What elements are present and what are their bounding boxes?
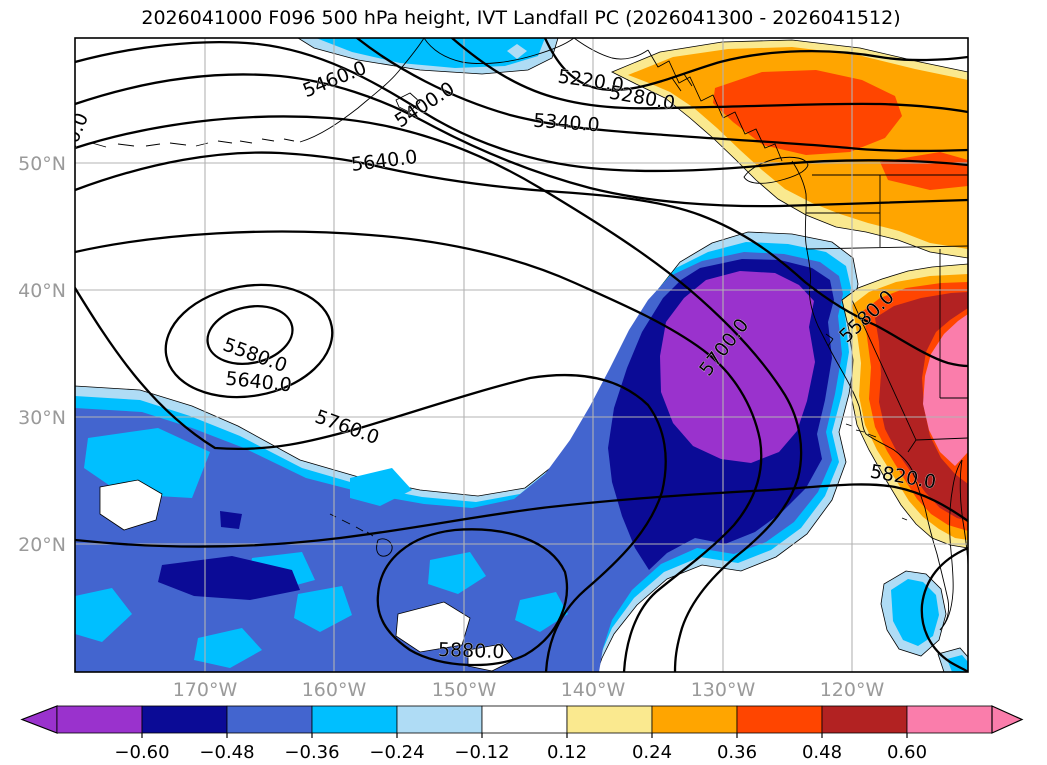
figure-title: 2026041000 F096 500 hPa height, IVT Land…	[141, 7, 900, 29]
height-contour	[450, 38, 968, 114]
colorbar-segment	[566, 705, 653, 734]
contour-label: 5340.0	[532, 110, 600, 137]
colorbar-segment	[906, 705, 993, 734]
height-contour	[75, 40, 968, 173]
lat-tick-label: 40°N	[18, 280, 66, 302]
fill-neg-purple	[660, 271, 815, 463]
colorbar-tick-label: −0.24	[369, 742, 424, 763]
colorbar-segment	[141, 705, 228, 734]
height-contour	[75, 483, 968, 548]
colorbar-tick-label: −0.36	[284, 742, 339, 763]
colorbar-segment	[736, 705, 823, 734]
coastline-path	[743, 156, 809, 184]
coastline-path	[91, 138, 295, 148]
coastline-path	[791, 160, 950, 631]
contour-label: 5760.0	[312, 406, 382, 449]
fill-white-hole	[395, 601, 471, 653]
lon-tick-label: 120°W	[820, 679, 885, 701]
fill-navy-blob	[158, 556, 300, 600]
coastline-path	[939, 459, 963, 631]
colorbar-segment	[651, 705, 738, 734]
lat-tick-label: 20°N	[18, 534, 66, 556]
height-contour	[75, 286, 667, 672]
colorbar: −0.60 −0.48 −0.36 −0.24 −0.12 0.12 0.24 0.36 0.4…	[20, 705, 1024, 763]
colorbar-tick-label: −0.60	[114, 742, 169, 763]
fill-cyan-patch	[84, 428, 210, 498]
colorbar-tick-label: −0.12	[454, 742, 509, 763]
coastline-path	[329, 513, 374, 537]
height-contour	[75, 115, 803, 672]
contour-label: 5640.0	[350, 146, 419, 176]
fill-navy-blob	[220, 511, 242, 529]
colorbar-tick-label: 0.12	[547, 742, 587, 763]
axis-tick-labels: 50°N 40°N 30°N 20°N 170°W 160°W 150°W 140°W 130°…	[18, 153, 884, 701]
colorbar-right-arrow	[991, 705, 1024, 734]
lat-tick-label: 30°N	[18, 407, 66, 429]
lon-tick-label: 170°W	[173, 679, 238, 701]
height-contour-low-outer	[164, 283, 334, 399]
coastline-path	[573, 38, 649, 60]
fill-cyan-patch	[75, 588, 132, 642]
fill-pos-pink-ca	[923, 314, 968, 466]
fill-cyan-patch	[194, 628, 262, 668]
fill-cyan-patch	[515, 592, 568, 632]
fill-white-hole	[99, 479, 163, 531]
fill-top-cyan	[316, 38, 545, 68]
coastline-path	[805, 245, 968, 250]
coastline-path	[845, 423, 877, 438]
filled-contours	[75, 38, 968, 672]
lon-tick-label: 130°W	[691, 679, 756, 701]
lon-tick-label: 160°W	[302, 679, 367, 701]
height-contour	[355, 38, 968, 153]
height-contour	[376, 528, 569, 667]
height-contour	[75, 230, 763, 672]
coastline-path	[671, 73, 693, 92]
lon-tick-label: 140°W	[561, 679, 626, 701]
height-contour-low-inner	[206, 305, 294, 365]
colorbar-tick-label: 0.48	[802, 742, 842, 763]
colorbar-segment	[396, 705, 483, 734]
contour-label: 5400.0	[391, 78, 459, 133]
height-contour	[75, 151, 968, 368]
contour-label: 5880.0	[438, 639, 505, 663]
coastline-path	[299, 38, 425, 143]
height-contour	[920, 546, 968, 672]
colorbar-segment	[821, 705, 908, 734]
fill-top-diamond	[507, 44, 527, 59]
coastline-path	[915, 437, 968, 441]
map-frame	[74, 37, 969, 673]
fill-pos-orangered-bc	[713, 70, 902, 155]
fill-pos-darkred-ca	[875, 292, 968, 521]
coastline-path	[423, 38, 575, 64]
colorbar-segment	[226, 705, 313, 734]
lon-tick-label: 150°W	[432, 679, 497, 701]
colorbar-segment	[56, 705, 143, 734]
colorbar-tick-label: 0.60	[887, 742, 927, 763]
height-contour	[543, 38, 968, 92]
fill-cyan-patch	[294, 586, 352, 632]
colorbar-tick-label: 0.24	[632, 742, 672, 763]
height-contours	[75, 38, 968, 672]
height-contour	[75, 73, 968, 208]
coastline-path	[901, 517, 908, 521]
colorbar-left-arrow	[20, 705, 58, 734]
fill-cyan-patch	[428, 552, 486, 594]
colorbar-tick-label: 0.36	[717, 742, 757, 763]
fill-cyan-patch	[350, 468, 412, 506]
colorbar-tick-label: −0.48	[199, 742, 254, 763]
coastline-path	[825, 333, 834, 347]
fill-baja-cyan	[891, 579, 939, 646]
lat-tick-label: 50°N	[18, 153, 66, 175]
coastlines	[91, 38, 968, 631]
colorbar-segment	[311, 705, 398, 734]
colorbar-segment	[481, 705, 568, 734]
coastline-path	[376, 538, 393, 557]
